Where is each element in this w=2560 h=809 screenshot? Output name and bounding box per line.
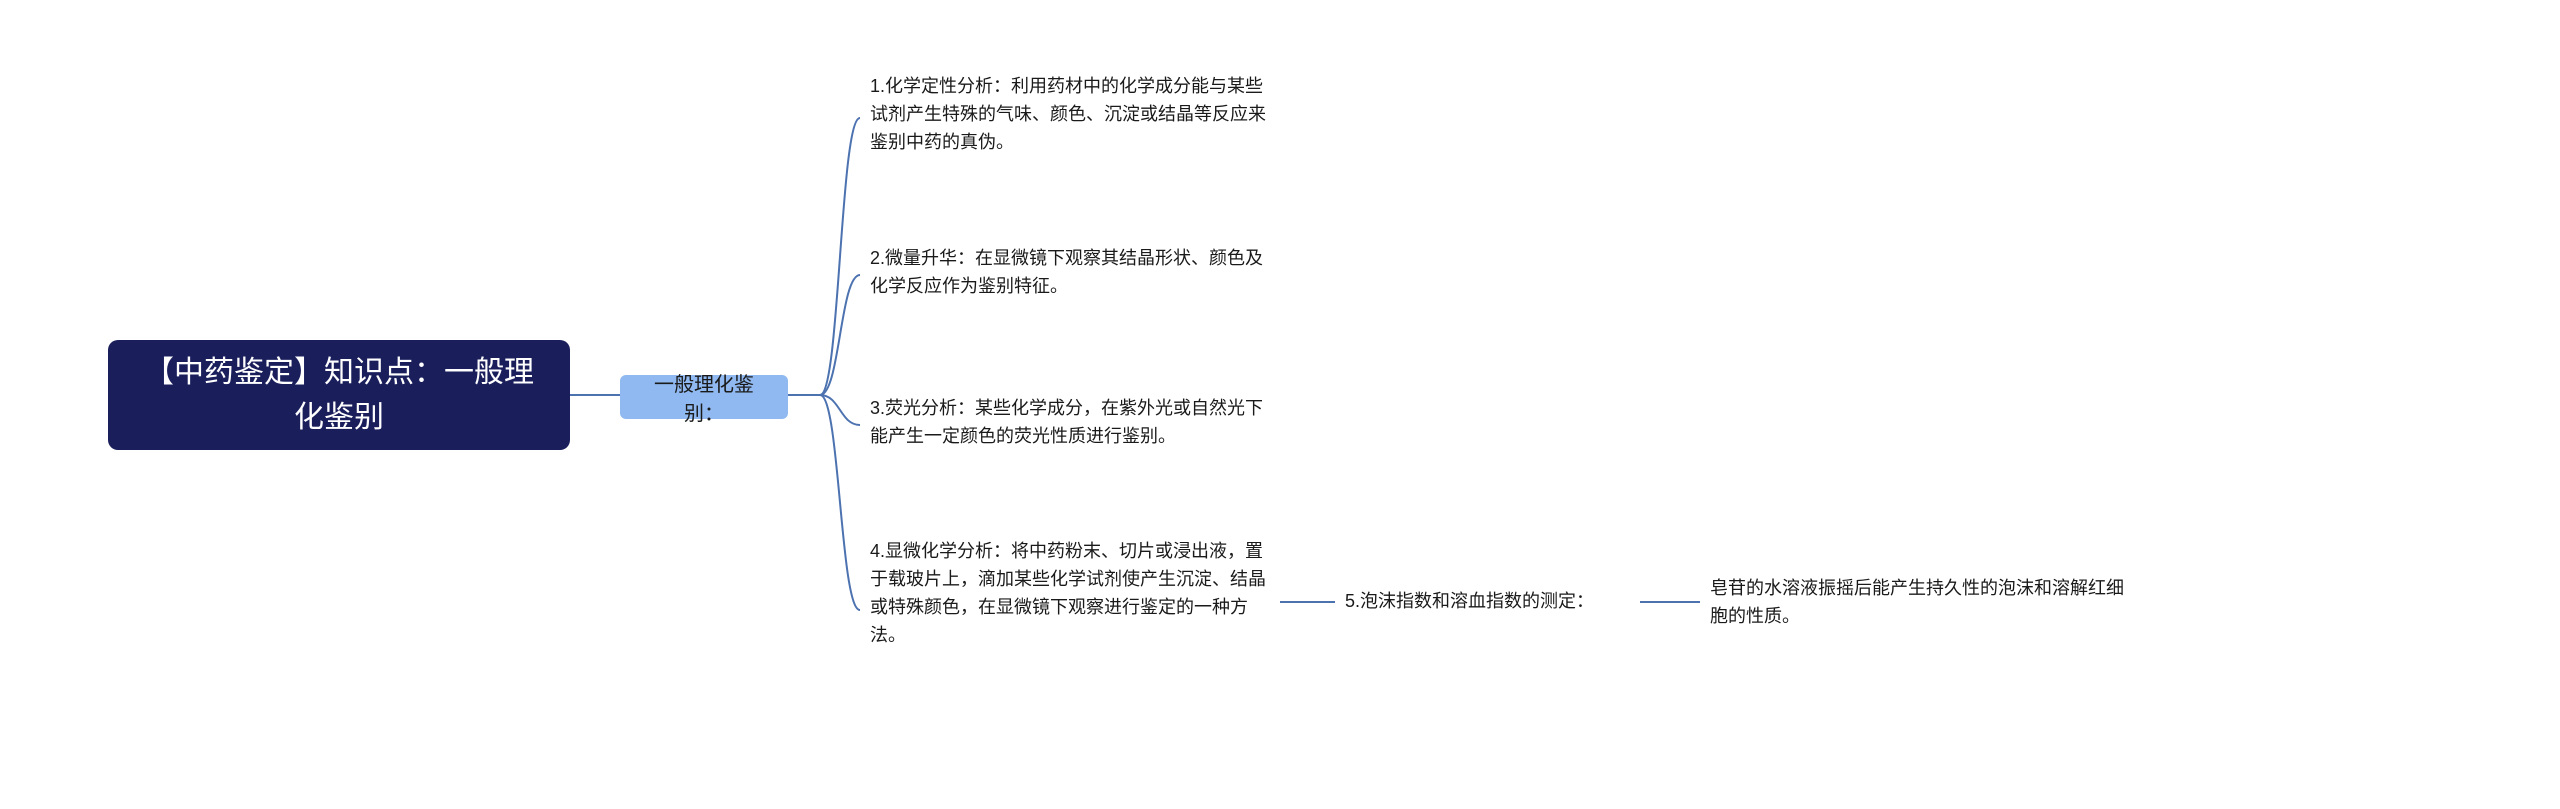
leaf-item-1[interactable]: 1.化学定性分析：利用药材中的化学成分能与某些试剂产生特殊的气味、颜色、沉淀或结… (870, 73, 1270, 157)
leaf-item-2[interactable]: 2.微量升华：在显微镜下观察其结晶形状、颜色及化学反应作为鉴别特征。 (870, 245, 1270, 301)
mindmap-canvas: 【中药鉴定】知识点：一般理化鉴别 一般理化鉴别： 1.化学定性分析：利用药材中的… (0, 0, 2560, 809)
leaf-text: 1.化学定性分析：利用药材中的化学成分能与某些试剂产生特殊的气味、颜色、沉淀或结… (870, 73, 1270, 157)
level1-node[interactable]: 一般理化鉴别： (620, 375, 788, 419)
leaf-text: 皂苷的水溶液振摇后能产生持久性的泡沫和溶解红细胞的性质。 (1710, 575, 2130, 631)
leaf-text: 3.荧光分析：某些化学成分，在紫外光或自然光下能产生一定颜色的荧光性质进行鉴别。 (870, 395, 1270, 451)
leaf-item-5-detail[interactable]: 皂苷的水溶液振摇后能产生持久性的泡沫和溶解红细胞的性质。 (1710, 575, 2130, 631)
leaf-text: 4.显微化学分析：将中药粉末、切片或浸出液，置于载玻片上，滴加某些化学试剂使产生… (870, 538, 1270, 650)
leaf-text: 5.泡沫指数和溶血指数的测定： (1345, 588, 1594, 616)
root-node[interactable]: 【中药鉴定】知识点：一般理化鉴别 (108, 340, 570, 450)
leaf-text: 2.微量升华：在显微镜下观察其结晶形状、颜色及化学反应作为鉴别特征。 (870, 245, 1270, 301)
leaf-item-5[interactable]: 5.泡沫指数和溶血指数的测定： (1345, 588, 1635, 616)
level1-text: 一般理化鉴别： (636, 368, 772, 426)
root-text: 【中药鉴定】知识点：一般理化鉴别 (136, 350, 542, 440)
leaf-item-3[interactable]: 3.荧光分析：某些化学成分，在紫外光或自然光下能产生一定颜色的荧光性质进行鉴别。 (870, 395, 1270, 451)
leaf-item-4[interactable]: 4.显微化学分析：将中药粉末、切片或浸出液，置于载玻片上，滴加某些化学试剂使产生… (870, 538, 1270, 650)
